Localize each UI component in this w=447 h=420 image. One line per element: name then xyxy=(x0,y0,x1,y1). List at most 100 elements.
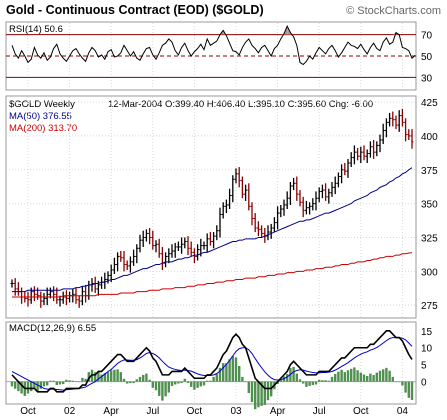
macd-histogram-bar xyxy=(209,380,212,382)
macd-histogram-bar xyxy=(324,380,327,382)
macd-histogram-bar xyxy=(190,381,193,387)
macd-tick-label: 5 xyxy=(421,361,427,372)
macd-histogram-bar xyxy=(116,369,119,382)
macd-histogram-bar xyxy=(84,378,87,382)
macd-histogram-bar xyxy=(65,379,68,382)
macd-panel xyxy=(5,321,417,405)
macd-histogram-bar xyxy=(154,381,158,391)
macd-histogram-bar xyxy=(174,381,177,385)
macd-histogram-bar xyxy=(321,380,324,382)
macd-histogram-bar xyxy=(14,381,17,389)
macd-histogram-bar xyxy=(398,381,401,383)
macd-histogram-bar xyxy=(148,379,151,382)
macd-histogram-bar xyxy=(193,381,196,390)
ma50-legend: MA(50) 376.55 xyxy=(9,111,72,122)
macd-histogram-bar xyxy=(20,381,23,394)
macd-histogram-bar xyxy=(404,381,407,393)
axis-labels: Oct 02 Apr Jul Oct 03 Apr Jul Oct 047050304254003… xyxy=(20,31,438,417)
macd-histogram-bar xyxy=(218,367,222,382)
macd-histogram-bar xyxy=(228,359,231,382)
rsi-tick-label: 70 xyxy=(421,31,433,42)
macd-histogram-bar xyxy=(353,367,356,382)
macd-histogram-bar xyxy=(119,372,122,382)
macd-histogram-bar xyxy=(407,381,410,398)
macd-histogram-bar xyxy=(385,367,388,382)
macd-histogram-bar xyxy=(135,379,138,382)
macd-histogram-bar xyxy=(318,379,321,382)
x-tick-label: 03 xyxy=(230,406,242,417)
rsi-tick-label: 30 xyxy=(421,73,433,84)
macd-histogram-bar xyxy=(49,380,52,382)
macd-histogram-bar xyxy=(103,373,106,382)
macd-histogram-bar xyxy=(68,380,71,382)
macd-histogram-bar xyxy=(314,381,318,385)
macd-histogram-bar xyxy=(145,373,148,382)
macd-histogram-bar xyxy=(42,381,46,387)
macd-histogram-bar xyxy=(206,380,209,382)
rsi-plot xyxy=(6,24,416,78)
macd-histogram-bar xyxy=(81,377,84,382)
macd-histogram-bar xyxy=(356,370,359,382)
macd-histogram-bar xyxy=(100,374,103,382)
macd-histogram-bar xyxy=(254,381,257,410)
rsi-line xyxy=(11,24,416,66)
macd-histogram-bar xyxy=(279,379,282,382)
macd-histogram-bar xyxy=(334,374,337,382)
macd-histogram-bar xyxy=(33,381,36,389)
macd-histogram-bar xyxy=(362,374,366,382)
macd-histogram-bar xyxy=(164,381,167,397)
macd-histogram-bar xyxy=(372,375,375,382)
macd-tick-label: 10 xyxy=(421,344,433,355)
x-tick-label: Oct xyxy=(20,406,36,417)
chart-title: Gold - Continuous Contract (EOD) ($GOLD) xyxy=(6,3,264,17)
macd-histogram-bar xyxy=(388,370,391,382)
x-tick-label: Jul xyxy=(313,406,326,417)
x-tick-label: Oct xyxy=(187,406,203,417)
macd-histogram-bar xyxy=(308,381,311,386)
x-tick-label: Apr xyxy=(270,406,286,417)
macd-histogram-bar xyxy=(167,381,170,393)
rsi-label: RSI(14) 50.6 xyxy=(9,24,63,35)
macd-histogram-bar xyxy=(238,365,241,382)
price-panel xyxy=(5,95,417,319)
macd-histogram-bar xyxy=(46,381,49,386)
macd-histogram-bar xyxy=(330,376,334,382)
macd-histogram-bar xyxy=(78,381,81,383)
x-tick-label: 02 xyxy=(64,406,76,417)
price-tick-label: 375 xyxy=(421,166,438,177)
price-tick-label: 350 xyxy=(421,200,438,211)
macd-tick-label: 15 xyxy=(421,327,433,338)
price-tick-label: 300 xyxy=(421,267,438,278)
macd-histogram-bar xyxy=(231,356,234,382)
rsi-tick-label: 50 xyxy=(421,52,433,63)
macd-histogram-bar xyxy=(298,379,302,382)
macd-histogram-bar xyxy=(186,381,190,384)
macd-histogram-bar xyxy=(170,381,174,386)
price-tick-label: 400 xyxy=(421,132,438,143)
macd-histogram-bar xyxy=(305,381,308,387)
ma50-line xyxy=(12,167,413,293)
macd-histogram-bar xyxy=(199,381,202,387)
macd-histogram-bar xyxy=(142,375,145,382)
ma200-legend: MA(200) 313.70 xyxy=(9,123,77,134)
macd-histogram-bar xyxy=(87,372,90,382)
macd-histogram-bar xyxy=(151,381,154,388)
price-tick-label: 325 xyxy=(421,233,438,244)
macd-histogram-bar xyxy=(62,381,65,385)
macd-histogram-bar xyxy=(343,372,346,382)
macd-histogram-bar xyxy=(241,376,244,382)
macd-histogram-bar xyxy=(177,381,180,384)
macd-histogram-bar xyxy=(375,372,378,382)
macd-histogram-bar xyxy=(276,381,279,385)
macd-histogram-bar xyxy=(378,370,382,382)
macd-histogram-bar xyxy=(247,381,250,394)
macd-histogram-bar xyxy=(10,381,14,387)
macd-histogram-bar xyxy=(366,375,369,382)
macd-histogram-bar xyxy=(244,381,247,383)
macd-histogram-bar xyxy=(113,369,116,382)
x-tick-label: Apr xyxy=(103,406,119,417)
x-tick-label: Jul xyxy=(146,406,159,417)
price-plot xyxy=(10,108,414,308)
price-label: $GOLD Weekly xyxy=(9,99,75,110)
